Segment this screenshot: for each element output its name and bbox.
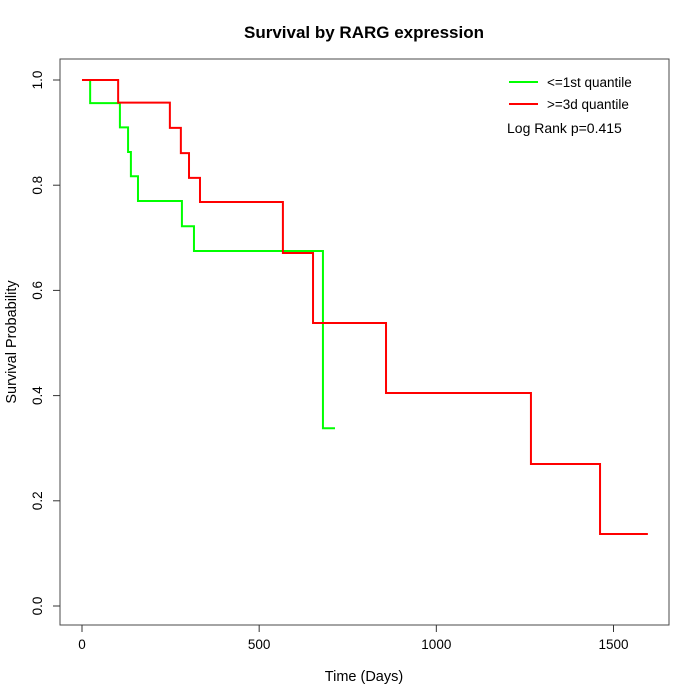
chart-title: Survival by RARG expression (244, 23, 484, 42)
y-tick-label: 0.8 (30, 176, 45, 195)
legend-label-1st-quantile: <=1st quantile (547, 75, 632, 90)
y-tick-label: 0.6 (30, 281, 45, 300)
axes: 0 500 1000 1500 0.0 0.2 0.4 0.6 0.8 1.0 (30, 71, 629, 652)
plot-box (59, 58, 670, 626)
survival-curve-red (82, 79, 648, 535)
legend-label-3d-quantile: >=3d quantile (547, 97, 629, 112)
y-tick-label: 1.0 (30, 71, 45, 90)
legend: <=1st quantile >=3d quantile Log Rank p=… (507, 75, 632, 136)
log-rank-annotation: Log Rank p=0.415 (507, 120, 622, 136)
y-axis-label: Survival Probability (4, 280, 20, 404)
x-tick-label: 1000 (421, 637, 451, 652)
x-tick-label: 500 (248, 637, 271, 652)
x-tick-label: 0 (78, 637, 86, 652)
y-tick-label: 0.2 (30, 491, 45, 510)
x-axis-label: Time (Days) (325, 669, 403, 685)
survival-curves (82, 79, 648, 535)
x-tick-label: 1500 (598, 637, 628, 652)
y-tick-label: 0.0 (30, 597, 45, 616)
y-tick-label: 0.4 (30, 386, 45, 405)
survival-curve-green (82, 79, 335, 430)
